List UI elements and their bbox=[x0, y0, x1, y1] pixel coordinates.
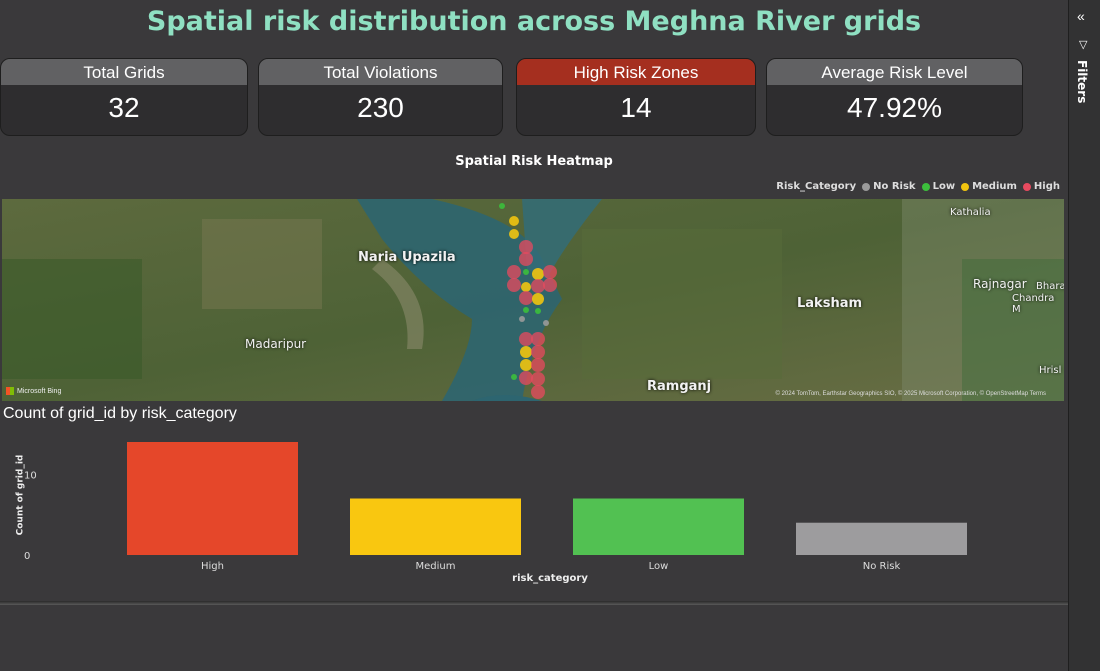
risk-point-high[interactable] bbox=[531, 385, 545, 399]
kpi-label: Average Risk Level bbox=[767, 59, 1022, 85]
kpi-card-high-risk-zones[interactable]: High Risk Zones 14 bbox=[516, 58, 756, 136]
map-place-label: Rajnagar bbox=[973, 277, 1027, 291]
legend-item-high[interactable]: High bbox=[1022, 181, 1060, 192]
kpi-label: High Risk Zones bbox=[517, 59, 755, 85]
risk-map[interactable]: Naria Upazila Madaripur Laksham Kathalia… bbox=[2, 199, 1064, 401]
risk-point-high[interactable] bbox=[519, 240, 533, 254]
double-chevron-left-icon[interactable]: « bbox=[1077, 8, 1085, 24]
legend-dot-icon bbox=[862, 182, 871, 191]
x-tick-label: High bbox=[201, 561, 224, 572]
risk-point-medium[interactable] bbox=[520, 346, 532, 358]
x-tick-label: No Risk bbox=[863, 561, 901, 572]
bar-medium[interactable] bbox=[350, 498, 521, 556]
bar-chart[interactable]: 0 10 High Medium Low No Risk bbox=[0, 428, 1068, 588]
risk-point-high[interactable] bbox=[507, 265, 521, 279]
legend-title: Risk_Category bbox=[776, 181, 857, 192]
risk-point-medium[interactable] bbox=[532, 268, 544, 280]
risk-point-medium[interactable] bbox=[521, 282, 531, 292]
bar-chart-title: Count of grid_id by risk_category bbox=[3, 405, 237, 422]
risk-point-low[interactable] bbox=[535, 308, 541, 314]
legend-item-no-risk[interactable]: No Risk bbox=[862, 181, 916, 192]
kpi-value: 32 bbox=[108, 92, 140, 123]
map-place-label: Laksham bbox=[797, 296, 863, 311]
legend-label: Low bbox=[932, 181, 956, 192]
map-background bbox=[2, 199, 1064, 401]
risk-point-low[interactable] bbox=[523, 269, 529, 275]
map-place-label: Chandra M bbox=[1012, 293, 1055, 315]
legend-label: No Risk bbox=[873, 181, 916, 192]
x-tick-label: Low bbox=[649, 561, 669, 572]
bing-attribution-text: Microsoft Bing bbox=[17, 387, 62, 395]
kpi-label: Total Violations bbox=[259, 59, 502, 85]
risk-point-high[interactable] bbox=[531, 345, 545, 359]
bar-high[interactable] bbox=[127, 442, 298, 555]
risk-point-high[interactable] bbox=[543, 278, 557, 292]
map-place-label: Madaripur bbox=[245, 337, 307, 351]
kpi-value: 230 bbox=[357, 92, 404, 123]
bar-no-risk[interactable] bbox=[796, 522, 967, 555]
legend-label: High bbox=[1033, 181, 1060, 192]
funnel-icon: ▽ bbox=[1079, 39, 1088, 51]
heatmap-title: Spatial Risk Heatmap bbox=[455, 154, 613, 169]
risk-point-medium[interactable] bbox=[509, 216, 519, 226]
x-tick-label: Medium bbox=[416, 561, 456, 572]
risk-point-high[interactable] bbox=[531, 358, 545, 372]
risk-point-high[interactable] bbox=[519, 252, 533, 266]
risk-point-low[interactable] bbox=[523, 307, 529, 313]
kpi-label: Total Grids bbox=[1, 59, 247, 85]
bing-logo-icon bbox=[6, 387, 14, 395]
risk-point-low[interactable] bbox=[511, 374, 517, 380]
risk-point-medium[interactable] bbox=[509, 229, 519, 239]
map-place-label: Hrisl bbox=[1039, 365, 1062, 376]
section-divider bbox=[0, 601, 1068, 605]
risk-point-high[interactable] bbox=[531, 332, 545, 346]
y-tick-label: 0 bbox=[24, 551, 30, 562]
y-tick-label: 10 bbox=[24, 470, 37, 481]
legend-dot-icon bbox=[961, 182, 970, 191]
legend-dot-icon bbox=[1022, 182, 1031, 191]
kpi-card-total-violations[interactable]: Total Violations 230 bbox=[258, 58, 503, 136]
kpi-card-total-grids[interactable]: Total Grids 32 bbox=[0, 58, 248, 136]
map-attribution: Microsoft Bing bbox=[6, 387, 61, 395]
risk-point-medium[interactable] bbox=[532, 293, 544, 305]
map-place-label: Ramganj bbox=[647, 379, 712, 394]
legend-item-low[interactable]: Low bbox=[921, 181, 956, 192]
map-place-label: Naria Upazila bbox=[358, 250, 456, 265]
risk-point-high[interactable] bbox=[531, 279, 545, 293]
kpi-value: 14 bbox=[620, 92, 652, 123]
kpi-card-average-risk-level[interactable]: Average Risk Level 47.92% bbox=[766, 58, 1023, 136]
risk-points-layer bbox=[499, 203, 557, 399]
legend-label: Medium bbox=[972, 181, 1017, 192]
risk-point-high[interactable] bbox=[507, 278, 521, 292]
risk-point-high[interactable] bbox=[531, 372, 545, 386]
risk-point-high[interactable] bbox=[519, 371, 533, 385]
risk-point-low[interactable] bbox=[499, 203, 505, 209]
map-copyright[interactable]: © 2024 TomTom, Earthstar Geographics SIO… bbox=[775, 391, 1047, 397]
risk-point-medium[interactable] bbox=[520, 359, 532, 371]
map-place-label: Bhara bbox=[1036, 281, 1064, 292]
legend-item-medium[interactable]: Medium bbox=[961, 181, 1017, 192]
heatmap-legend: Risk_Category No Risk Low Medium High bbox=[776, 181, 1060, 192]
bar-low[interactable] bbox=[573, 498, 744, 556]
risk-point-no-risk[interactable] bbox=[519, 316, 525, 322]
risk-point-high[interactable] bbox=[519, 291, 533, 305]
bar-chart-xlabel: risk_category bbox=[512, 573, 588, 584]
map-place-label: Kathalia bbox=[950, 207, 991, 218]
page-title: Spatial risk distribution across Meghna … bbox=[146, 6, 922, 37]
filters-label[interactable]: Filters bbox=[1075, 60, 1089, 104]
risk-point-high[interactable] bbox=[519, 332, 533, 346]
risk-point-high[interactable] bbox=[543, 265, 557, 279]
legend-dot-icon bbox=[921, 182, 930, 191]
filters-pane[interactable]: « ▽ Filters bbox=[1068, 0, 1100, 671]
risk-point-no-risk[interactable] bbox=[543, 320, 549, 326]
kpi-value: 47.92% bbox=[847, 92, 942, 123]
